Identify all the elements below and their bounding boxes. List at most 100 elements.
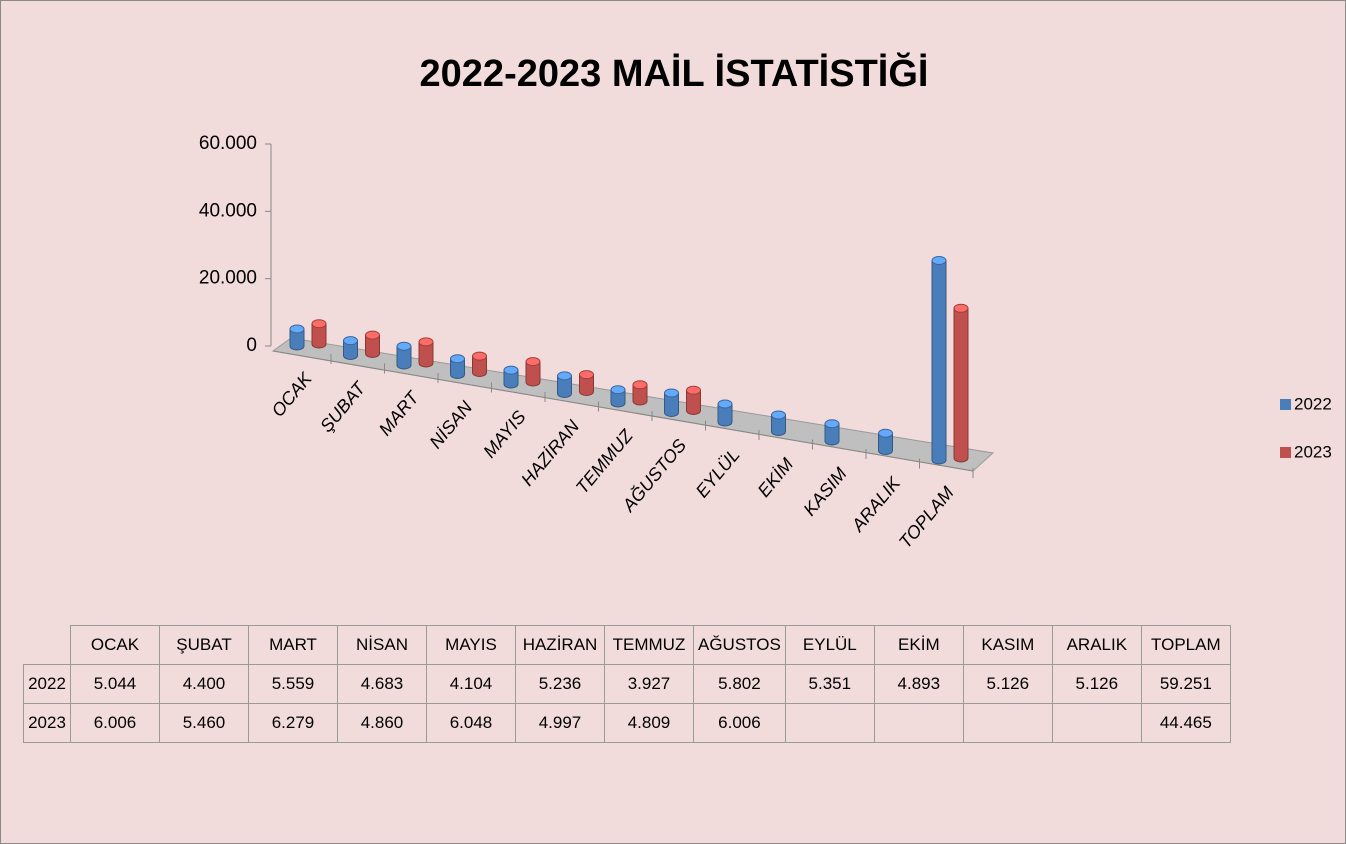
bar-top xyxy=(610,385,626,395)
x-tick-label: MART xyxy=(375,386,424,439)
bar xyxy=(343,340,358,360)
bar xyxy=(953,307,969,463)
y-tick-label: 60.000 xyxy=(199,133,257,154)
table-cell: 6.048 xyxy=(426,703,516,743)
x-tick-label: HAZİRAN xyxy=(517,416,584,490)
table-header-cell: OCAK xyxy=(70,625,160,665)
x-tick-label: TOPLAM xyxy=(895,483,958,552)
table-cell: 6.006 xyxy=(70,703,160,743)
table-row-label: 2022 xyxy=(23,664,71,704)
table-cell xyxy=(962,703,1053,743)
table-cell: 5.126 xyxy=(1051,664,1142,704)
table-cell: 6.006 xyxy=(693,703,786,743)
bar xyxy=(579,374,594,396)
bar-top xyxy=(289,324,305,334)
table-cell: 5.559 xyxy=(248,664,338,704)
table-header-cell: HAZİRAN xyxy=(515,625,605,665)
bar-top xyxy=(525,357,541,367)
bar xyxy=(557,375,572,398)
table-cell: 5.460 xyxy=(159,703,249,743)
table-cell: 4.860 xyxy=(337,703,427,743)
table-cell: 3.927 xyxy=(604,664,694,704)
table-header-cell: MAYIS xyxy=(426,625,516,665)
bar-top xyxy=(771,410,786,420)
bar-top xyxy=(311,319,327,329)
table-cell: 4.683 xyxy=(337,664,427,704)
legend-label: 2022 xyxy=(1294,394,1332,413)
x-tick-label: NİSAN xyxy=(426,397,477,453)
y-tick-label: 0 xyxy=(246,335,257,356)
table-cell: 4.400 xyxy=(159,664,249,704)
bar xyxy=(311,323,327,349)
bar-top xyxy=(472,351,487,361)
bar xyxy=(717,403,733,427)
bar-top xyxy=(418,337,434,347)
bar-top xyxy=(579,370,594,380)
x-tick-label: TEMMUZ xyxy=(572,425,637,498)
bar-top xyxy=(503,365,519,375)
legend-swatch xyxy=(1280,447,1291,458)
x-tick-label: KASIM xyxy=(799,464,850,520)
bar-top xyxy=(450,354,465,364)
bar-top xyxy=(632,380,648,390)
bar-top xyxy=(343,336,358,346)
table-header-cell: ŞUBAT xyxy=(159,625,249,665)
bar xyxy=(824,423,840,446)
bar xyxy=(931,260,947,465)
bar-top xyxy=(878,428,893,438)
table-corner xyxy=(23,625,71,665)
bar xyxy=(503,369,519,389)
bar xyxy=(396,345,412,370)
bar-top xyxy=(717,399,733,409)
bar xyxy=(686,389,701,415)
table-cell: 4.997 xyxy=(515,703,605,743)
table-cell: 5.351 xyxy=(784,664,875,704)
table-cell: 59.251 xyxy=(1140,664,1231,704)
table-cell: 5.126 xyxy=(962,664,1053,704)
bar xyxy=(418,341,434,368)
x-axis xyxy=(272,350,974,472)
bar xyxy=(525,361,541,387)
table-cell xyxy=(873,703,964,743)
bar xyxy=(771,414,786,436)
table-cell: 5.044 xyxy=(70,664,160,704)
table-cell xyxy=(784,703,875,743)
legend-label: 2023 xyxy=(1294,442,1332,461)
bar-top xyxy=(686,385,701,395)
bar xyxy=(289,328,305,351)
table-cell: 6.279 xyxy=(248,703,338,743)
bar xyxy=(450,358,465,379)
table-row: 2023 6.006 5.460 6.279 4.860 6.048 4.997 4.809 6… xyxy=(23,703,1231,743)
table-cell: 4.893 xyxy=(873,664,964,704)
bar-top xyxy=(824,419,840,429)
x-tick-label: OCAK xyxy=(268,368,317,421)
table-header-cell: AĞUSTOS xyxy=(693,625,786,665)
bar-top xyxy=(365,330,380,340)
table-cell: 5.236 xyxy=(515,664,605,704)
table-cell: 4.809 xyxy=(604,703,694,743)
table-cell xyxy=(1051,703,1142,743)
table-cell: 44.465 xyxy=(1140,703,1231,743)
table-row: 2022 5.044 4.400 5.559 4.683 4.104 5.236 3.927 5… xyxy=(23,664,1231,704)
table-header-cell: MART xyxy=(248,625,338,665)
table-cell: 4.104 xyxy=(426,664,516,704)
table-header-cell: EKİM xyxy=(873,625,964,665)
x-tick-label: ŞUBAT xyxy=(316,377,370,436)
chart-title: 2022-2023 MAİL İSTATİSTİĞİ xyxy=(420,51,929,95)
bar xyxy=(472,355,487,377)
table-header-cell: ARALIK xyxy=(1051,625,1142,665)
bar xyxy=(878,432,893,455)
table-header-cell: TOPLAM xyxy=(1140,625,1231,665)
bar xyxy=(365,334,380,358)
bar-top xyxy=(953,303,969,313)
table-row-label: 2023 xyxy=(23,703,71,743)
x-tick-label: EKİM xyxy=(754,454,798,501)
table-header-cell: EYLÜL xyxy=(784,625,875,665)
bar-top xyxy=(396,341,412,351)
bar xyxy=(664,392,679,417)
bar-top xyxy=(664,388,679,398)
table-header-row: OCAK ŞUBAT MART NİSAN MAYIS HAZİRAN TEMMUZ AĞUS… xyxy=(23,625,1231,665)
table-cell: 5.802 xyxy=(693,664,786,704)
